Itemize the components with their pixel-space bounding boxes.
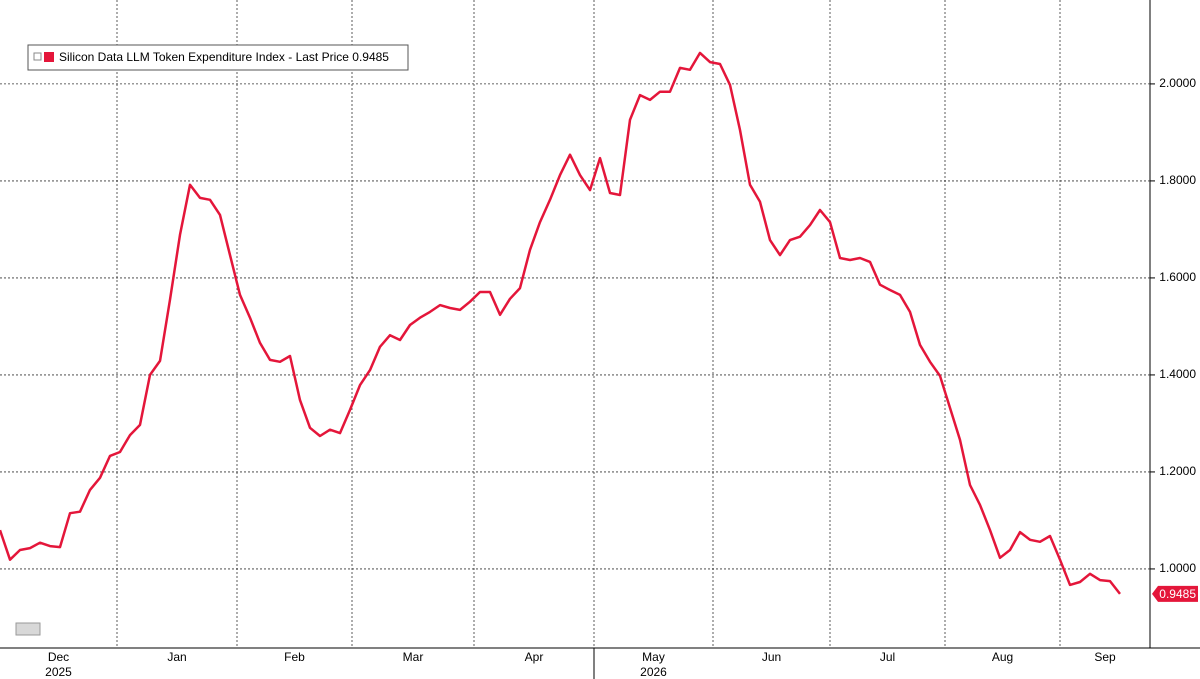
x-tick-label: Feb — [284, 650, 305, 664]
x-tick-label: Jan — [167, 650, 186, 664]
x-year-label: 2025 — [45, 665, 72, 679]
legend-swatch — [44, 52, 54, 62]
last-price-tag: 0.9485 — [1152, 585, 1198, 602]
legend-toggle[interactable] — [33, 52, 42, 61]
legend-box — [27, 44, 409, 71]
x-tick-label: Mar — [403, 650, 424, 664]
legend-label: Silicon Data LLM Token Expenditure Index… — [59, 50, 389, 64]
line-series — [0, 51, 1121, 595]
y-tick-label: 1.8000 — [1159, 173, 1196, 187]
last-price-label: 0.9485 — [1159, 587, 1196, 601]
x-tick-label: Aug — [992, 650, 1013, 664]
x-tick-label: Dec — [48, 650, 69, 664]
legend: Silicon Data LLM Token Expenditure Index… — [27, 44, 409, 71]
y-tick-label: 1.4000 — [1159, 367, 1196, 381]
x-tick-label: Jun — [762, 650, 781, 664]
x-tick-label: Sep — [1094, 650, 1116, 664]
y-tick-label: 1.0000 — [1159, 561, 1196, 575]
y-tick-label: 2.0000 — [1159, 76, 1196, 90]
x-tick-label: May — [642, 650, 665, 664]
x-year-label: 2026 — [640, 665, 667, 679]
x-tick-label: Apr — [525, 650, 544, 664]
zoom-icon[interactable] — [15, 622, 41, 636]
y-tick-label: 1.2000 — [1159, 464, 1196, 478]
last-price-tag-shape — [1152, 585, 1198, 602]
x-tick-label: Jul — [880, 650, 895, 664]
y-tick-label: 1.6000 — [1159, 270, 1196, 284]
